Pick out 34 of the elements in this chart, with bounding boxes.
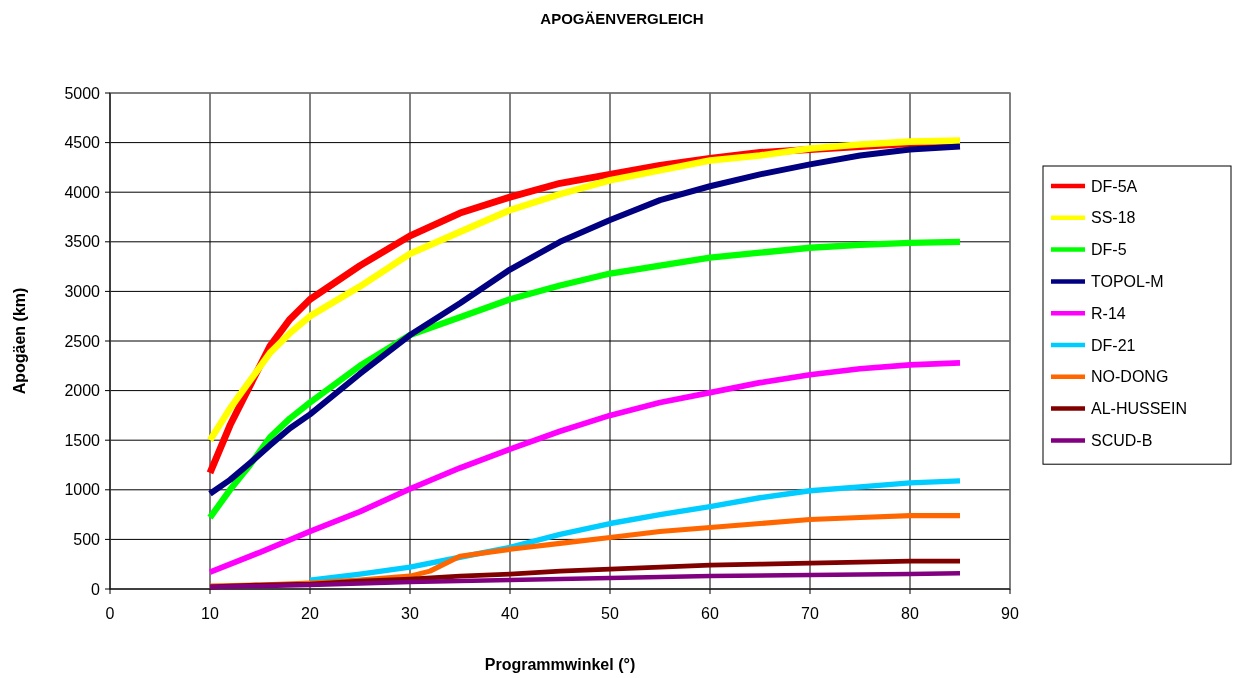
legend-label: SS-18 [1091, 209, 1136, 227]
y-axis-title: Apogäen (km) [11, 287, 28, 395]
legend-label: DF-5A [1091, 177, 1138, 195]
legend-label: DF-21 [1091, 336, 1136, 354]
x-tick-label: 60 [701, 605, 719, 622]
y-tick-label: 0 [91, 580, 101, 598]
y-tick-label: 2500 [64, 332, 101, 350]
y-tick-label: 1500 [64, 431, 101, 449]
legend-label: NO-DONG [1091, 368, 1169, 386]
legend-label: R-14 [1091, 304, 1126, 322]
x-tick-label: 30 [401, 605, 419, 622]
x-tick-label: 10 [201, 605, 219, 622]
legend-label: AL-HUSSEIN [1091, 400, 1188, 418]
legend-label: DF-5 [1091, 241, 1127, 259]
x-tick-label: 0 [105, 605, 115, 622]
chart-title: APOGÄENVERGLEICH [540, 10, 704, 27]
y-tick-label: 4500 [64, 134, 101, 152]
y-tick-label: 3500 [64, 233, 101, 251]
x-axis-title: Programmwinkel (°) [484, 656, 636, 673]
y-tick-label: 5000 [64, 84, 101, 102]
line-series [207, 570, 963, 590]
x-tick-label: 50 [601, 605, 619, 622]
legend-label: SCUD-B [1091, 432, 1153, 449]
x-tick-label: 40 [501, 605, 519, 622]
y-tick-label: 4000 [64, 183, 101, 201]
legend-label: TOPOL-M [1091, 273, 1164, 290]
y-tick-label: 500 [73, 531, 101, 548]
y-tick-label: 1000 [64, 481, 101, 499]
y-tick-label: 3000 [64, 283, 101, 300]
y-tick-label: 2000 [64, 382, 101, 400]
x-tick-label: 20 [301, 605, 319, 622]
x-tick-label: 70 [801, 605, 819, 622]
x-tick-label: 90 [1001, 605, 1019, 622]
x-tick-label: 80 [901, 605, 919, 622]
